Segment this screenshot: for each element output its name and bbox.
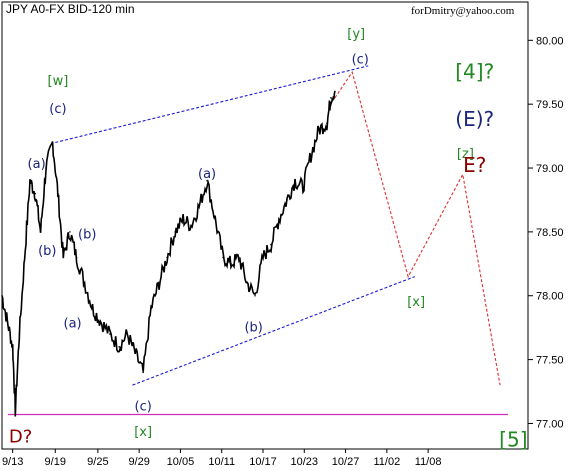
wave-label: (c): [49, 102, 66, 117]
plot-frame: [1, 1, 529, 450]
price-point: [91, 307, 94, 310]
price-point: [302, 186, 304, 188]
price-point: [69, 231, 71, 233]
price-point: [190, 224, 192, 227]
wave-label: (c): [135, 400, 152, 415]
price-point: [75, 256, 78, 259]
price-point: [182, 218, 184, 220]
price-point: [294, 180, 296, 182]
price-point: [142, 371, 144, 374]
x-tick-label: 9/19: [45, 456, 66, 468]
price-point: [326, 122, 328, 125]
wave-label: [y]: [347, 27, 365, 42]
forecast-path: [334, 70, 501, 386]
price-point: [158, 282, 160, 284]
price-point: [270, 243, 272, 246]
price-point: [330, 96, 332, 99]
price-point: [334, 90, 336, 93]
y-tick-label: 80.00: [536, 35, 564, 47]
wave-label: [x]: [134, 425, 152, 440]
price-point: [109, 333, 111, 335]
wave-label: (a): [64, 317, 82, 332]
wave-label: (c): [352, 52, 369, 67]
wave-label: (E)?: [455, 107, 494, 131]
price-point: [126, 333, 128, 335]
x-tick-label: 9/13: [2, 456, 23, 468]
price-point: [310, 154, 312, 157]
wave-label: [x]: [407, 295, 425, 310]
price-point: [29, 180, 31, 182]
price-point: [262, 256, 264, 259]
price-point: [62, 256, 65, 259]
wave-label: [w]: [48, 74, 69, 89]
y-tick-label: 77.00: [536, 418, 564, 430]
x-tick-label: 11/02: [373, 456, 400, 468]
price-point: [254, 294, 256, 297]
price-point: [134, 352, 136, 355]
price-point: [318, 128, 320, 131]
watermark: forDmitry@yahoo.com: [411, 5, 515, 17]
x-tick-label: 10/23: [291, 456, 319, 468]
x-tick-label: 10/11: [208, 456, 235, 468]
price-point: [214, 218, 216, 220]
y-tick-label: 79.00: [536, 163, 564, 175]
price-point: [6, 320, 9, 323]
price-point: [1, 294, 3, 297]
upper-channel-line: [55, 65, 369, 144]
price-point: [18, 333, 21, 335]
wave-label: D?: [9, 427, 32, 448]
y-tick-label: 79.50: [536, 99, 564, 111]
lower-channel-line: [132, 276, 416, 386]
price-point: [118, 346, 120, 348]
chart-title: JPY A0-FX BID-120 min: [6, 2, 135, 16]
wave-label: (a): [28, 157, 46, 172]
price-point: [51, 141, 54, 144]
wave-label: (b): [244, 321, 262, 336]
wave-label: [z]: [457, 147, 474, 162]
price-point: [278, 218, 280, 220]
price-point: [83, 282, 86, 284]
price-point: [286, 199, 288, 201]
price-point: [206, 180, 208, 182]
price-point: [150, 307, 152, 310]
x-tick-label: 10/05: [167, 456, 195, 468]
y-tick-label: 77.50: [536, 355, 564, 367]
wave-label: [5]: [499, 427, 527, 451]
wave-label: (b): [38, 244, 56, 259]
price-point: [222, 256, 224, 259]
price-point: [230, 263, 232, 265]
x-tick-label: 10/27: [332, 456, 360, 468]
wave-label: (a): [198, 167, 216, 182]
price-point: [23, 256, 26, 259]
y-tick-label: 78.50: [536, 227, 564, 239]
x-tick-label: 10/17: [249, 456, 277, 468]
y-tick-label: 78.00: [536, 291, 564, 303]
price-point: [34, 192, 37, 195]
price-point: [174, 231, 176, 233]
price-series-line: [1, 91, 336, 417]
price-point: [57, 192, 59, 195]
price-point: [45, 167, 47, 169]
wave-label: [4]?: [455, 60, 494, 84]
price-point: [166, 256, 168, 259]
wave-label: (b): [78, 227, 96, 242]
price-point: [99, 320, 102, 323]
x-tick-label: 11/08: [415, 456, 442, 468]
x-tick-label: 9/29: [128, 456, 149, 468]
wave-label: E?: [463, 153, 486, 177]
price-point: [14, 409, 17, 412]
price-point: [39, 231, 42, 233]
price-point: [11, 346, 14, 348]
price-point: [198, 205, 200, 208]
x-tick-label: 9/25: [87, 456, 108, 468]
price-point: [246, 282, 248, 284]
price-point: [238, 256, 240, 259]
